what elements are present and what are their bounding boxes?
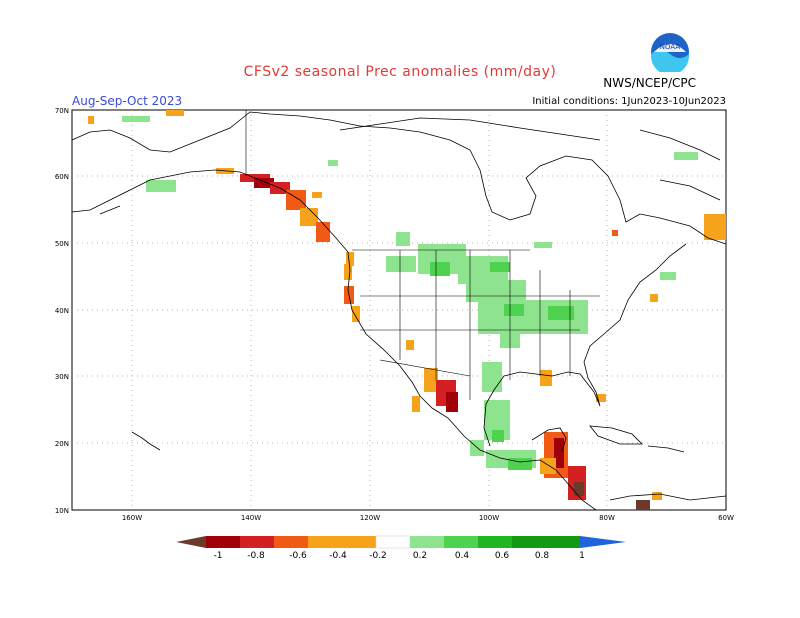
colorbar-tick: 0.6	[495, 551, 510, 561]
noaa-logo-icon: NOAA	[651, 33, 689, 72]
lat-label: 30N	[55, 373, 69, 381]
colorbar-swatch	[240, 536, 274, 548]
coastlines	[71, 111, 727, 511]
colorbar-tick: 0.8	[535, 551, 550, 561]
lat-label: 40N	[55, 307, 69, 315]
state-borders	[245, 110, 600, 400]
colorbar-tick: -1	[214, 551, 223, 561]
lon-label: 140W	[241, 514, 261, 522]
lon-label: 120W	[360, 514, 380, 522]
colorbar-tick: 0.2	[413, 551, 427, 561]
lon-label: 100W	[479, 514, 499, 522]
lat-label: 10N	[55, 507, 69, 515]
positive-anomaly-areas	[122, 116, 698, 470]
lat-label: 20N	[55, 440, 69, 448]
colorbar-swatch	[478, 536, 512, 548]
season-label: Aug-Sep-Oct 2023	[72, 94, 183, 108]
lon-label: 160W	[122, 514, 142, 522]
svg-text:NOAA: NOAA	[660, 43, 681, 51]
colorbar-tick: -0.6	[289, 551, 307, 561]
colorbar-swatch	[546, 536, 580, 548]
map-title: CFSv2 seasonal Prec anomalies (mm/day)	[243, 64, 557, 80]
lon-label: 60W	[718, 514, 734, 522]
lon-label: 80W	[599, 514, 615, 522]
colorbar-low-arrow	[176, 536, 206, 548]
lat-label: 50N	[55, 240, 69, 248]
colorbar-tick: -0.8	[247, 551, 265, 561]
lat-label: 60N	[55, 173, 69, 181]
colorbar-swatch	[375, 535, 411, 549]
colorbar-swatch	[274, 536, 308, 548]
colorbar-swatch	[342, 536, 376, 548]
colorbar-tick: -0.2	[369, 551, 387, 561]
lat-label: 70N	[55, 107, 69, 115]
colorbar-tick: -0.4	[329, 551, 347, 561]
colorbar-swatch	[308, 536, 342, 548]
colorbar-tick: 0.4	[455, 551, 470, 561]
colorbar-swatch	[444, 536, 478, 548]
agency-label: NWS/NCEP/CPC	[603, 76, 696, 90]
colorbar-swatch	[512, 536, 546, 548]
colorbar-tick: 1	[579, 551, 585, 561]
colorbar-high-arrow	[580, 536, 626, 548]
colorbar-swatch	[410, 536, 444, 548]
initial-conditions-label: Initial conditions: 1Jun2023-10Jun2023	[532, 96, 726, 107]
colorbar-swatch	[206, 536, 240, 548]
colorbar	[176, 535, 626, 549]
